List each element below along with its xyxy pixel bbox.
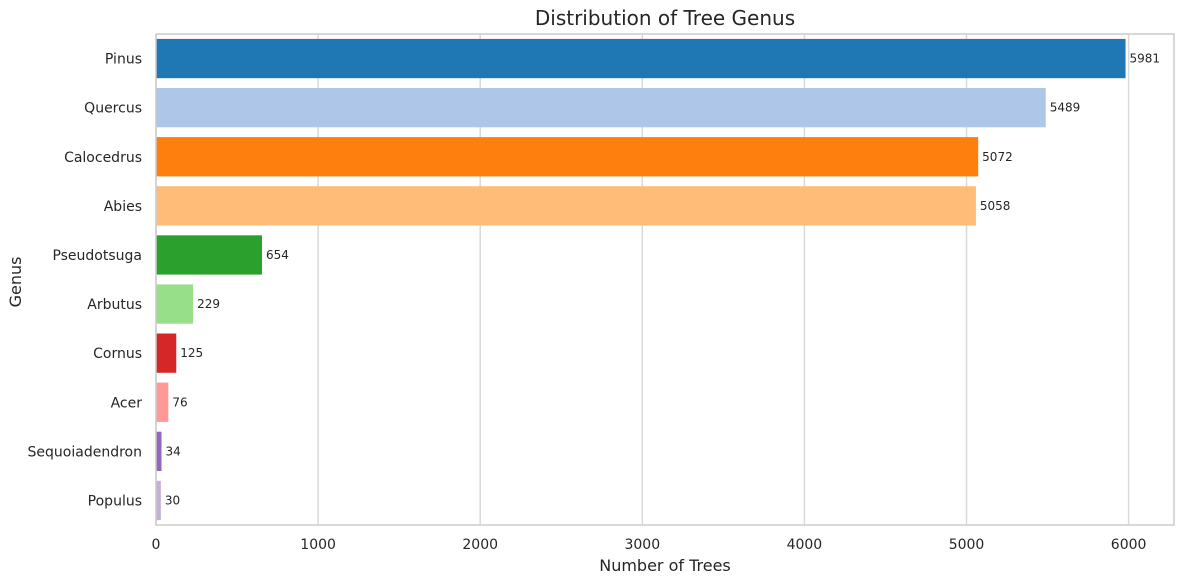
data-label: 125 bbox=[180, 346, 203, 360]
y-tick-label: Quercus bbox=[84, 101, 142, 117]
y-tick-label: Populus bbox=[88, 493, 142, 509]
y-tick-label: Calocedrus bbox=[64, 150, 142, 166]
bar bbox=[156, 38, 1126, 79]
x-tick-label: 5000 bbox=[949, 537, 985, 553]
bars-layer bbox=[156, 38, 1126, 521]
x-tick-label: 0 bbox=[152, 537, 161, 553]
bar bbox=[156, 480, 161, 521]
bar bbox=[156, 284, 194, 324]
y-axis-label: Genus bbox=[6, 257, 25, 308]
data-label: 34 bbox=[166, 444, 181, 458]
bar bbox=[156, 431, 162, 471]
y-tick-label: Pseudotsuga bbox=[52, 248, 142, 264]
x-tick-label: 4000 bbox=[787, 537, 823, 553]
bar bbox=[156, 88, 1046, 128]
data-label: 76 bbox=[172, 395, 187, 409]
data-label: 5072 bbox=[982, 150, 1013, 164]
data-label: 229 bbox=[197, 297, 220, 311]
x-tick-label: 6000 bbox=[1111, 537, 1147, 553]
bar bbox=[156, 333, 177, 373]
bar bbox=[156, 235, 263, 275]
y-tick-label: Abies bbox=[104, 199, 142, 215]
bar bbox=[156, 186, 976, 226]
x-axis-label: Number of Trees bbox=[599, 556, 731, 575]
y-tick-label: Acer bbox=[111, 395, 143, 411]
data-label: 5058 bbox=[980, 199, 1011, 213]
data-label: 5981 bbox=[1130, 52, 1161, 66]
data-label: 5489 bbox=[1050, 101, 1081, 115]
y-tick-label: Arbutus bbox=[87, 297, 142, 313]
y-tick-label: Pinus bbox=[105, 52, 142, 68]
x-tick-label: 3000 bbox=[624, 537, 660, 553]
data-label: 30 bbox=[165, 493, 180, 507]
x-tick-label: 1000 bbox=[300, 537, 336, 553]
x-tick-label: 2000 bbox=[462, 537, 498, 553]
plot-frame bbox=[155, 33, 1175, 526]
y-tick-label: Cornus bbox=[93, 346, 142, 362]
data-label: 654 bbox=[266, 248, 289, 262]
labels-layer: Pinus 5981 Quercus 5489 Calocedrus 5072 Abies 5… bbox=[28, 52, 1161, 553]
bar bbox=[156, 137, 979, 177]
bar bbox=[156, 382, 169, 422]
y-tick-label: Sequoiadendron bbox=[28, 444, 142, 460]
axes-layer bbox=[155, 33, 1175, 526]
chart-title: Distribution of Tree Genus bbox=[535, 6, 795, 30]
